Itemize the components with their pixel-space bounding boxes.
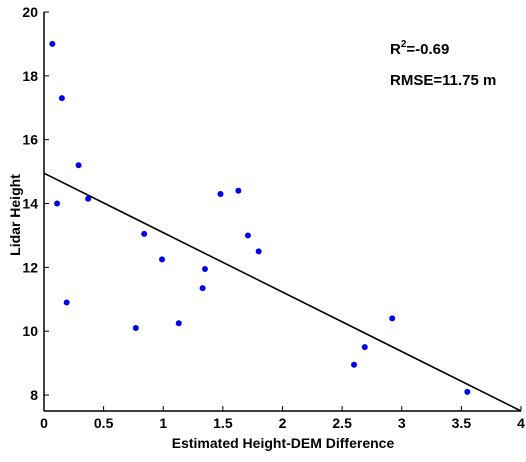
y-tick-label: 18 xyxy=(22,68,38,84)
y-ticks: 8 10 12 14 16 18 20 xyxy=(22,4,49,403)
y-tick-label: 16 xyxy=(22,132,38,148)
x-tick-label: 1.5 xyxy=(213,415,233,431)
y-tick-label: 8 xyxy=(30,387,38,403)
regression-line xyxy=(43,172,522,412)
data-point xyxy=(351,361,358,368)
x-tick-label: 3.5 xyxy=(452,415,472,431)
y-tick-label: 12 xyxy=(22,259,38,275)
data-point xyxy=(132,325,139,332)
x-ticks: 0 0.5 1 1.5 2 2.5 3 3.5 4 xyxy=(40,406,525,431)
data-point xyxy=(201,265,208,272)
x-tick-label: 2 xyxy=(279,415,287,431)
x-tick-label: 3 xyxy=(398,415,406,431)
data-point xyxy=(58,95,65,102)
data-point xyxy=(389,315,396,322)
data-point xyxy=(199,285,206,292)
x-axis-label: Estimated Height-DEM Difference xyxy=(172,435,395,451)
data-point xyxy=(63,299,70,306)
data-point xyxy=(217,190,224,197)
y-tick-label: 14 xyxy=(22,196,38,212)
x-tick-label: 1 xyxy=(159,415,167,431)
data-point xyxy=(54,200,61,207)
data-point xyxy=(141,230,148,237)
data-point xyxy=(175,320,182,327)
y-axis-label: Lidar Height xyxy=(7,174,23,256)
data-point xyxy=(464,388,471,395)
x-tick-label: 4 xyxy=(517,415,525,431)
rmse-annotation: RMSE=11.75 m xyxy=(390,72,496,89)
data-point xyxy=(255,248,262,255)
data-points xyxy=(49,40,471,395)
x-tick-label: 0 xyxy=(40,415,48,431)
data-point xyxy=(159,256,166,263)
regression-line-group xyxy=(43,172,522,412)
data-point xyxy=(75,162,82,169)
x-tick-label: 2.5 xyxy=(332,415,352,431)
y-tick-label: 20 xyxy=(22,4,38,20)
data-point xyxy=(49,40,56,47)
data-point xyxy=(361,344,368,351)
x-tick-label: 0.5 xyxy=(94,415,114,431)
r-squared-annotation: R2=-0.69 xyxy=(390,39,449,58)
data-point xyxy=(235,187,242,194)
data-point xyxy=(244,232,251,239)
data-point xyxy=(85,195,92,202)
y-tick-label: 10 xyxy=(22,323,38,339)
